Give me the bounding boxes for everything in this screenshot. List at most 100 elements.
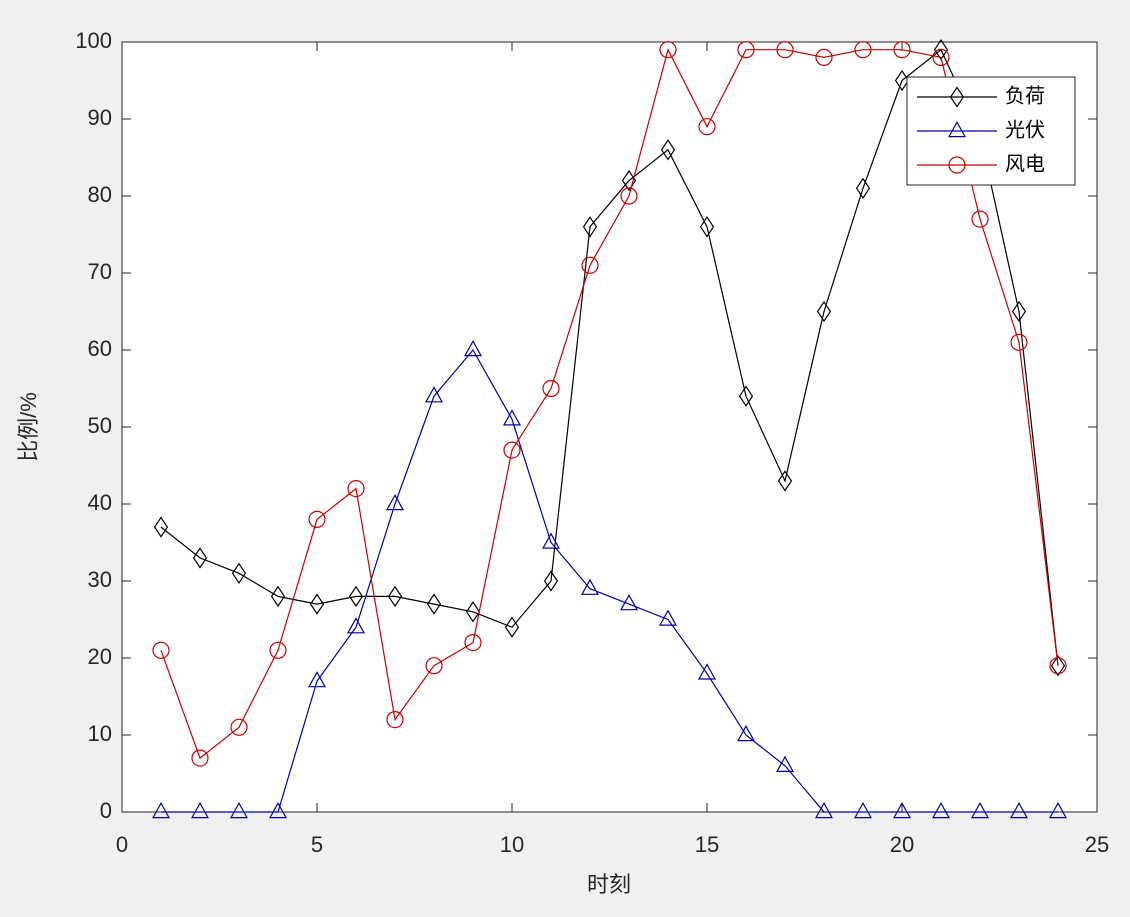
marker [619,594,639,611]
marker [894,69,910,92]
y-tick-label: 20 [88,644,112,669]
marker [307,671,327,688]
y-tick-label: 90 [88,105,112,130]
x-tick-label: 5 [311,832,323,857]
marker [151,801,171,819]
marker [1011,300,1027,323]
legend-label: 负荷 [1005,84,1045,107]
marker [1048,801,1068,819]
y-tick-label: 80 [88,182,112,207]
marker [347,480,365,498]
y-tick-label: 100 [75,28,112,53]
marker [698,118,716,136]
marker [231,562,247,584]
marker [229,801,249,819]
marker [502,409,522,426]
marker [893,41,911,59]
marker [270,585,286,608]
marker [1010,333,1028,351]
marker [386,710,404,729]
marker [736,724,756,742]
marker [463,339,483,357]
y-tick-label: 30 [88,567,112,592]
x-tick-label: 25 [1085,832,1109,857]
marker [268,801,288,819]
marker [580,578,600,595]
marker [971,210,989,228]
legend-label: 光伏 [1005,118,1045,141]
marker [1049,657,1067,675]
y-tick-label: 10 [88,721,112,746]
marker [620,187,638,205]
marker [775,755,795,773]
marker [931,801,951,819]
marker [541,532,561,549]
x-tick-label: 10 [500,832,524,857]
marker [192,547,208,569]
marker [542,379,560,398]
marker [658,609,678,626]
marker [152,641,170,659]
marker [424,386,444,403]
series-line [161,348,1058,813]
marker [425,657,443,675]
marker [932,48,950,67]
marker [738,385,754,407]
marker [892,801,912,819]
y-tick-label: 40 [88,490,112,515]
marker [815,48,833,67]
marker [190,801,210,819]
marker [699,216,715,238]
y-axis-label: 比例/% [16,392,41,462]
x-tick-label: 20 [890,832,914,857]
marker [697,663,717,680]
y-tick-label: 50 [88,413,112,438]
marker [153,516,169,538]
marker [947,120,967,138]
marker [191,749,209,767]
marker [814,801,834,819]
y-tick-label: 60 [88,336,112,361]
x-tick-label: 15 [695,832,719,857]
marker [348,585,364,608]
legend-label: 风电 [1005,152,1045,175]
marker [816,300,832,323]
marker [385,493,405,511]
marker [269,641,287,659]
marker [970,801,990,819]
marker [504,616,520,638]
marker [659,41,677,59]
marker [581,256,599,274]
marker [309,593,325,615]
marker [464,633,482,652]
marker [855,177,871,199]
x-tick-label: 0 [116,832,128,857]
marker [776,41,794,59]
marker [582,216,598,238]
marker [1050,655,1066,677]
marker [853,801,873,819]
marker [308,510,326,529]
marker [737,41,755,59]
marker [660,139,676,161]
marker [543,570,559,592]
marker [621,169,637,192]
marker [387,585,403,608]
y-tick-label: 0 [100,798,112,823]
marker [503,441,521,459]
marker [854,41,872,59]
marker [949,86,965,108]
series-line [160,48,1059,760]
series-line [160,48,1059,666]
marker [346,617,366,634]
marker [465,601,481,623]
marker [1009,801,1029,819]
marker [948,156,966,174]
x-axis-label: 时刻 [587,872,631,897]
marker [426,593,442,615]
marker [230,718,248,736]
marker [777,470,793,492]
y-tick-label: 70 [88,259,112,284]
